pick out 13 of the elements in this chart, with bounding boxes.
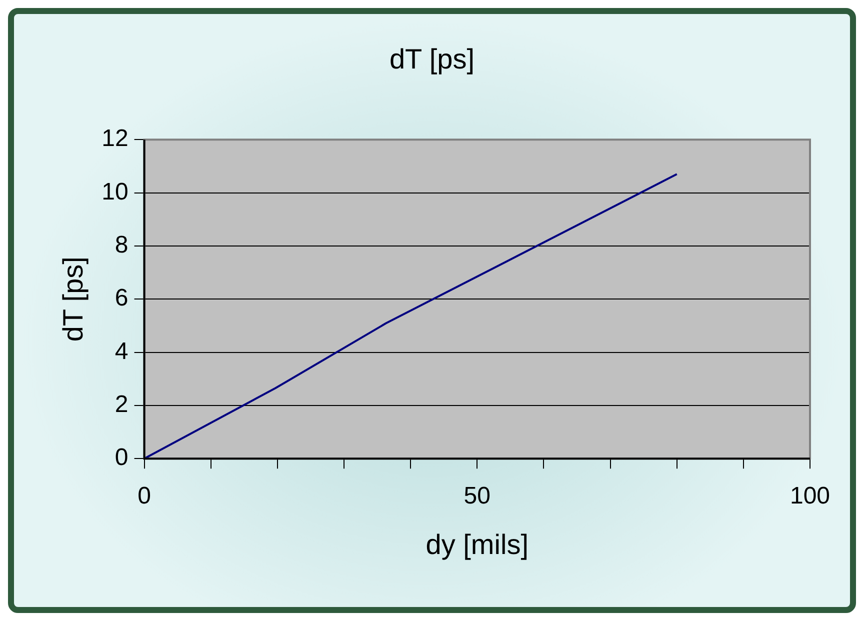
y-tick-label: 2: [114, 391, 128, 418]
y-tick-label: 0: [114, 444, 128, 472]
x-tick-label: 0: [138, 482, 151, 510]
y-tick-label: 10: [102, 178, 128, 206]
x-tick-label: 100: [790, 482, 830, 510]
y-axis-title: dT [ps]: [58, 256, 89, 342]
x-axis-title: dy [mils]: [426, 528, 528, 560]
y-tick-label: 8: [114, 232, 128, 259]
y-tick-label: 6: [114, 284, 128, 312]
x-tick-label: 50: [464, 482, 490, 510]
y-tick-label: 12: [102, 125, 128, 152]
chart-title: dT [ps]: [389, 44, 475, 75]
y-tick-label: 4: [114, 338, 128, 365]
